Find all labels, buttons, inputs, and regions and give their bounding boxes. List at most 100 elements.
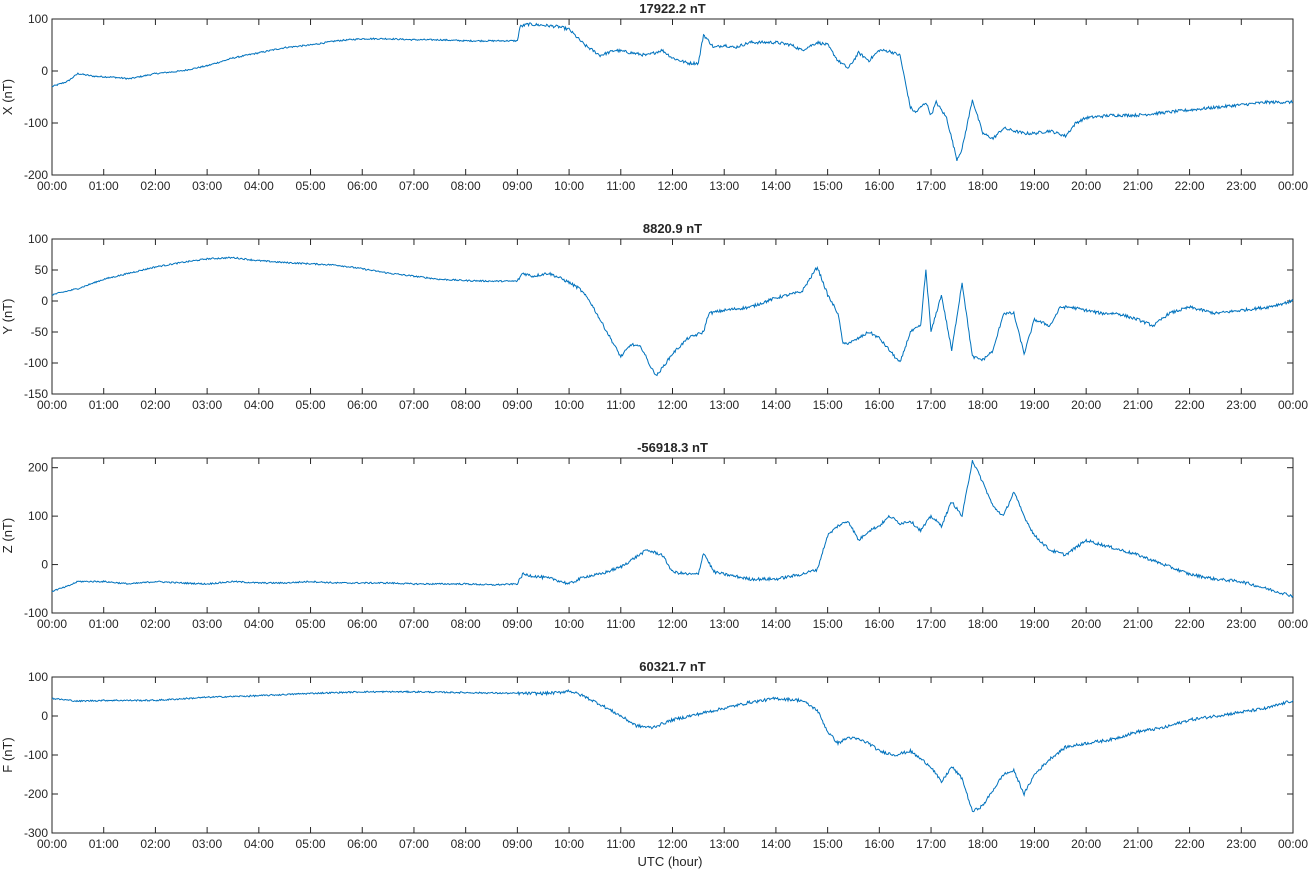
x-tick-label: 09:00 bbox=[502, 398, 532, 412]
x-tick-label: 19:00 bbox=[1019, 179, 1049, 193]
y-axis-label: F (nT) bbox=[0, 737, 15, 772]
chart-panel-x: 17922.2 nT X (nT) -200 -100 0 100 00:00 01:00 02… bbox=[0, 1, 1308, 193]
y-tick-label: 50 bbox=[35, 263, 49, 277]
y-tick-label: 100 bbox=[28, 509, 48, 523]
x-tick-label: 23:00 bbox=[1226, 398, 1256, 412]
x-tick-label: 13:00 bbox=[709, 617, 739, 631]
x-tick-label: 06:00 bbox=[347, 179, 377, 193]
x-tick-label: 00:00 bbox=[37, 617, 67, 631]
x-tick-label: 02:00 bbox=[140, 617, 170, 631]
x-tick-label: 10:00 bbox=[554, 179, 584, 193]
x-tick-label: 11:00 bbox=[606, 837, 635, 851]
x-tick-label: 01:00 bbox=[89, 398, 119, 412]
x-tick-label: 15:00 bbox=[813, 837, 843, 851]
x-tick-label: 21:00 bbox=[1123, 617, 1153, 631]
x-tick-label: 12:00 bbox=[657, 837, 687, 851]
x-tick-label: 12:00 bbox=[657, 398, 687, 412]
x-tick-label: 00:00 bbox=[1278, 837, 1308, 851]
x-tick-label: 14:00 bbox=[761, 617, 791, 631]
y-tick-label: -100 bbox=[24, 356, 48, 370]
y-tick-label: -100 bbox=[24, 748, 48, 762]
chart-title: -56918.3 nT bbox=[637, 440, 708, 455]
x-tick-label: 02:00 bbox=[140, 837, 170, 851]
x-tick-label: 06:00 bbox=[347, 837, 377, 851]
x-tick-label: 04:00 bbox=[244, 398, 274, 412]
x-tick-label: 15:00 bbox=[813, 617, 843, 631]
plot-area-frame bbox=[51, 457, 1294, 614]
x-tick-label: 23:00 bbox=[1226, 179, 1256, 193]
x-tick-label: 21:00 bbox=[1123, 179, 1153, 193]
x-tick-label: 00:00 bbox=[1278, 617, 1308, 631]
x-tick-label: 16:00 bbox=[864, 837, 894, 851]
x-tick-label: 05:00 bbox=[296, 837, 326, 851]
y-axis-label: Y (nT) bbox=[0, 299, 15, 335]
x-tick-label: 07:00 bbox=[399, 617, 429, 631]
y-tick-label: 100 bbox=[28, 232, 48, 246]
x-tick-label: 12:00 bbox=[657, 179, 687, 193]
x-tick-label: 20:00 bbox=[1071, 837, 1101, 851]
x-tick-label: 11:00 bbox=[606, 398, 635, 412]
x-tick-label: 14:00 bbox=[761, 179, 791, 193]
x-tick-label: 19:00 bbox=[1019, 398, 1049, 412]
x-tick-label: 20:00 bbox=[1071, 398, 1101, 412]
x-tick-label: 00:00 bbox=[37, 179, 67, 193]
plot-area-frame bbox=[51, 238, 1294, 395]
x-tick-label: 00:00 bbox=[37, 398, 67, 412]
x-tick-label: 18:00 bbox=[968, 398, 998, 412]
x-tick-label: 00:00 bbox=[1278, 398, 1308, 412]
x-tick-label: 15:00 bbox=[813, 179, 843, 193]
x-tick-label: 05:00 bbox=[296, 617, 326, 631]
x-tick-label: 02:00 bbox=[140, 179, 170, 193]
plot-area-frame bbox=[51, 18, 1294, 176]
x-tick-label: 16:00 bbox=[864, 617, 894, 631]
chart-title: 17922.2 nT bbox=[639, 1, 706, 16]
x-tick-label: 08:00 bbox=[451, 179, 481, 193]
x-tick-label: 21:00 bbox=[1123, 837, 1153, 851]
y-tick-label: 200 bbox=[28, 461, 48, 475]
x-tick-label: 14:00 bbox=[761, 398, 791, 412]
x-tick-label: 15:00 bbox=[813, 398, 843, 412]
chart-panel-y: 8820.9 nT Y (nT) -150 -100 -50 0 50 100 00:00 01:… bbox=[0, 221, 1308, 412]
x-tick-label: 08:00 bbox=[451, 837, 481, 851]
y-tick-label: -200 bbox=[24, 168, 48, 182]
x-tick-label: 07:00 bbox=[399, 398, 429, 412]
x-tick-label: 06:00 bbox=[347, 398, 377, 412]
x-tick-label: 19:00 bbox=[1019, 617, 1049, 631]
x-tick-label: 10:00 bbox=[554, 398, 584, 412]
y-tick-label: -50 bbox=[31, 325, 49, 339]
y-tick-label: -150 bbox=[24, 387, 48, 401]
x-tick-label: 04:00 bbox=[244, 837, 274, 851]
x-tick-label: 04:00 bbox=[244, 179, 274, 193]
series-line bbox=[51, 688, 1294, 813]
x-tick-label: 22:00 bbox=[1175, 617, 1205, 631]
x-tick-label: 21:00 bbox=[1123, 398, 1153, 412]
x-axis-label: UTC (hour) bbox=[637, 854, 702, 869]
y-axis-label: X (nT) bbox=[0, 79, 15, 115]
x-tick-label: 05:00 bbox=[296, 179, 326, 193]
x-tick-label: 12:00 bbox=[657, 617, 687, 631]
chart-panel-z: -56918.3 nT Z (nT) -100 0 100 200 00:00 01:00 02… bbox=[0, 440, 1308, 631]
x-tick-label: 17:00 bbox=[916, 179, 946, 193]
x-tick-label: 03:00 bbox=[192, 837, 222, 851]
chart-panel-f: 60321.7 nT F (nT) -300 -200 -100 0 100 00:00 01:… bbox=[0, 659, 1308, 851]
x-tick-label: 09:00 bbox=[502, 617, 532, 631]
x-tick-label: 20:00 bbox=[1071, 617, 1101, 631]
x-tick-label: 08:00 bbox=[451, 617, 481, 631]
x-tick-label: 03:00 bbox=[192, 179, 222, 193]
y-tick-label: 0 bbox=[41, 64, 48, 78]
x-tick-label: 17:00 bbox=[916, 837, 946, 851]
x-tick-label: 19:00 bbox=[1019, 837, 1049, 851]
series-line bbox=[51, 256, 1294, 377]
y-tick-label: 100 bbox=[28, 670, 48, 684]
x-tick-label: 14:00 bbox=[761, 837, 791, 851]
x-tick-label: 05:00 bbox=[296, 398, 326, 412]
x-tick-label: 00:00 bbox=[37, 837, 67, 851]
x-tick-label: 13:00 bbox=[709, 837, 739, 851]
x-tick-label: 18:00 bbox=[968, 617, 998, 631]
y-tick-label: 0 bbox=[41, 558, 48, 572]
x-tick-label: 02:00 bbox=[140, 398, 170, 412]
series-line bbox=[51, 22, 1294, 162]
plot-area-frame bbox=[51, 676, 1294, 834]
